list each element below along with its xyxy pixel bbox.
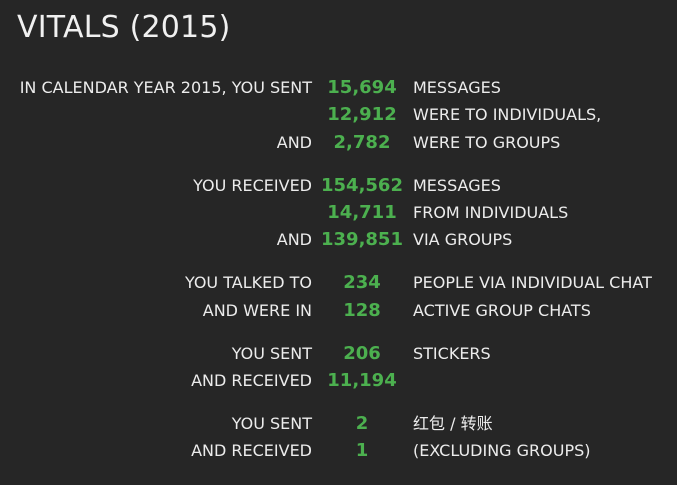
- row-value: 128: [343, 300, 381, 321]
- stat-row-received: YOU RECEIVED 154,562 MESSAGES: [0, 174, 677, 198]
- row-label: YOU SENT: [231, 344, 312, 363]
- row-value: 2,782: [333, 132, 391, 153]
- row-description: FROM INDIVIDUALS: [413, 203, 569, 222]
- row-label: YOU SENT: [231, 414, 312, 433]
- row-value: 15,694: [327, 77, 397, 98]
- row-description: ACTIVE GROUP CHATS: [413, 301, 591, 320]
- row-description: VIA GROUPS: [413, 230, 513, 249]
- row-value: 2: [355, 413, 369, 434]
- stat-row-talked-to: YOU TALKED TO 234 PEOPLE VIA INDIVIDUAL …: [0, 271, 677, 295]
- row-description: PEOPLE VIA INDIVIDUAL CHAT: [413, 273, 652, 292]
- row-description: MESSAGES: [413, 176, 501, 195]
- row-label: YOU RECEIVED: [193, 176, 312, 195]
- stat-row-stickers-sent: YOU SENT 206 STICKERS: [0, 342, 677, 366]
- row-label: AND RECEIVED: [191, 371, 312, 390]
- row-label: AND: [276, 133, 312, 152]
- row-description: (EXCLUDING GROUPS): [413, 441, 591, 460]
- row-description: WERE TO GROUPS: [413, 133, 561, 152]
- row-value: 1: [355, 440, 369, 461]
- row-description: MESSAGES: [413, 78, 501, 97]
- stat-row-received-groups: AND 139,851 VIA GROUPS: [0, 228, 677, 252]
- row-value: 154,562: [321, 175, 403, 196]
- stat-row-sent: IN CALENDAR YEAR 2015, YOU SENT 15,694 M…: [0, 76, 677, 100]
- stat-row-red-packets-sent: YOU SENT 2 红包 / 转账: [0, 412, 677, 436]
- page-title: VITALS (2015): [17, 10, 231, 45]
- row-value: 12,912: [327, 104, 397, 125]
- stat-row-red-packets-received: AND RECEIVED 1 (EXCLUDING GROUPS): [0, 439, 677, 463]
- row-label: AND RECEIVED: [191, 441, 312, 460]
- stat-row-stickers-received: AND RECEIVED 11,194: [0, 369, 677, 393]
- row-value: 11,194: [327, 370, 397, 391]
- row-value: 14,711: [327, 202, 397, 223]
- row-description: WERE TO INDIVIDUALS,: [413, 105, 602, 124]
- row-description: STICKERS: [413, 344, 491, 363]
- row-value: 234: [343, 272, 381, 293]
- row-label: AND: [276, 230, 312, 249]
- stat-row-sent-groups: AND 2,782 WERE TO GROUPS: [0, 131, 677, 155]
- stat-row-sent-individuals: 12,912 WERE TO INDIVIDUALS,: [0, 103, 677, 127]
- stat-row-group-chats: AND WERE IN 128 ACTIVE GROUP CHATS: [0, 299, 677, 323]
- row-label: AND WERE IN: [202, 301, 312, 320]
- row-value: 139,851: [321, 229, 403, 250]
- row-label: YOU TALKED TO: [184, 273, 312, 292]
- stat-row-received-individuals: 14,711 FROM INDIVIDUALS: [0, 201, 677, 225]
- row-description: 红包 / 转账: [413, 414, 493, 433]
- row-value: 206: [343, 343, 381, 364]
- row-label: IN CALENDAR YEAR 2015, YOU SENT: [19, 78, 312, 97]
